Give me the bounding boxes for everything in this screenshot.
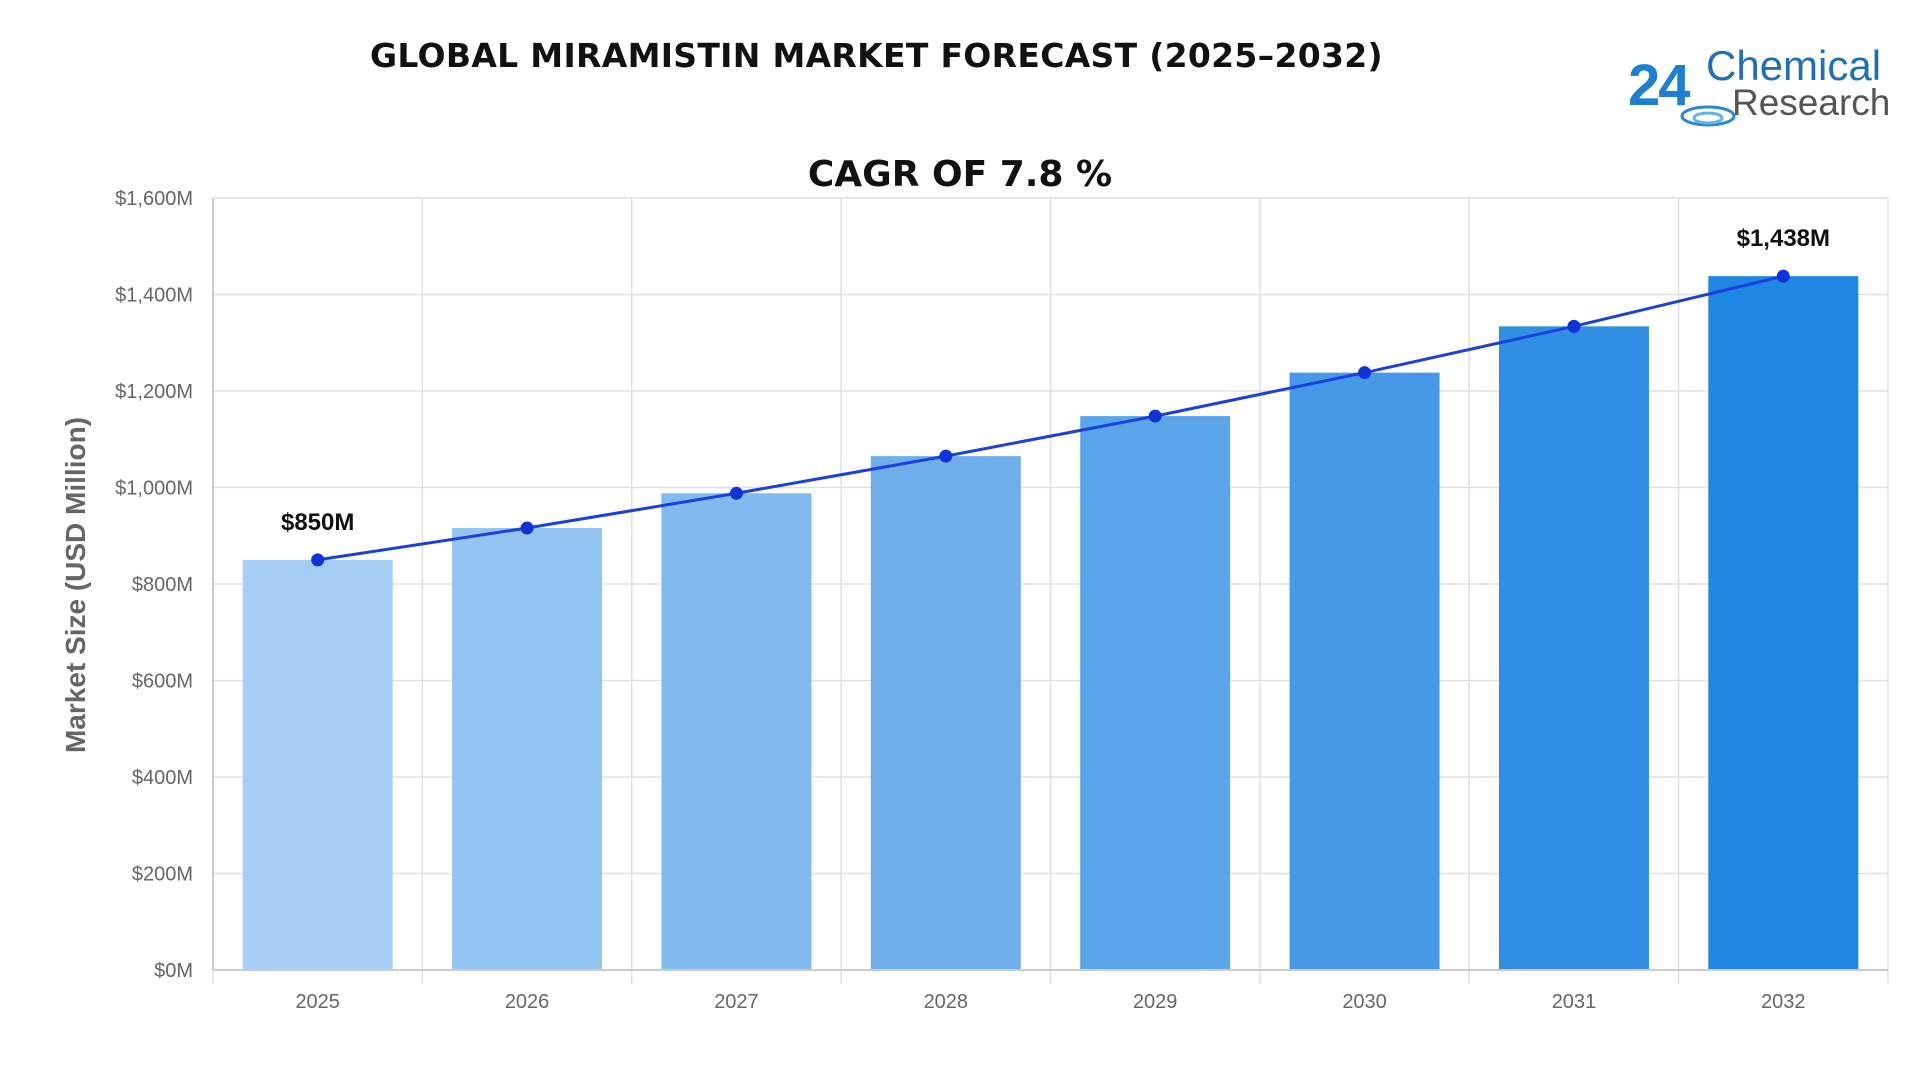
x-tick-label: 2032 [1761, 991, 1806, 1013]
data-label-layer: $850M $1,438M [281, 225, 1830, 536]
y-tick-label: $1,200M [115, 381, 193, 403]
y-axis-label: Market Size (USD Million) [60, 417, 91, 753]
x-tick-label: 2026 [505, 991, 550, 1013]
trend-point-2030 [1358, 366, 1372, 380]
trend-point-2027 [729, 486, 743, 500]
flask-icon [1680, 105, 1736, 127]
trend-point-2029 [1148, 409, 1162, 423]
axis-layer: $0M $200M $400M $600M $800M $1,000M $1,200M $1,… [115, 188, 1888, 1013]
y-tick-label: $0M [154, 960, 193, 982]
company-logo: 24 Chemical Research [1628, 40, 1898, 130]
logo-line1: Chemical [1706, 42, 1882, 89]
bar-2027 [661, 493, 812, 970]
trend-point-2032 [1776, 269, 1790, 283]
bars-layer [242, 276, 1859, 971]
bar-2028 [870, 456, 1021, 970]
x-tick-label: 2025 [295, 991, 340, 1013]
logo-number: 24 [1628, 53, 1690, 118]
x-tick-label: 2031 [1552, 991, 1597, 1013]
x-tick-label: 2027 [714, 991, 759, 1013]
chart-subtitle: CAGR OF 7.8 % [807, 154, 1113, 195]
bar-2030 [1289, 372, 1440, 970]
logo-line2: Research [1732, 82, 1891, 123]
x-tick-label: 2028 [924, 991, 969, 1013]
data-label-2032: $1,438M [1737, 225, 1830, 252]
y-tick-label: $200M [132, 864, 193, 886]
trend-line-layer [311, 269, 1790, 567]
bar-2025 [242, 559, 393, 970]
y-tick-label: $800M [132, 574, 193, 596]
data-label-2025: $850M [281, 509, 354, 536]
y-tick-label: $400M [132, 767, 193, 789]
trend-point-2026 [520, 521, 534, 535]
trend-point-2025 [311, 553, 325, 567]
bar-2029 [1080, 416, 1231, 971]
chart-title: GLOBAL MIRAMISTIN MARKET FORECAST (2025–… [370, 36, 1383, 75]
y-tick-label: $1,000M [115, 478, 193, 500]
bar-2026 [452, 528, 603, 970]
trend-point-2031 [1567, 319, 1581, 333]
y-tick-label: $600M [132, 671, 193, 693]
trend-point-2028 [939, 449, 953, 463]
y-tick-label: $1,600M [115, 188, 193, 210]
x-tick-label: 2030 [1342, 991, 1387, 1013]
trend-line [317, 274, 1784, 562]
bar-2031 [1498, 326, 1649, 971]
x-tick-label: 2029 [1133, 991, 1178, 1013]
y-tick-label: $1,400M [115, 285, 193, 307]
bar-2032 [1708, 276, 1859, 970]
